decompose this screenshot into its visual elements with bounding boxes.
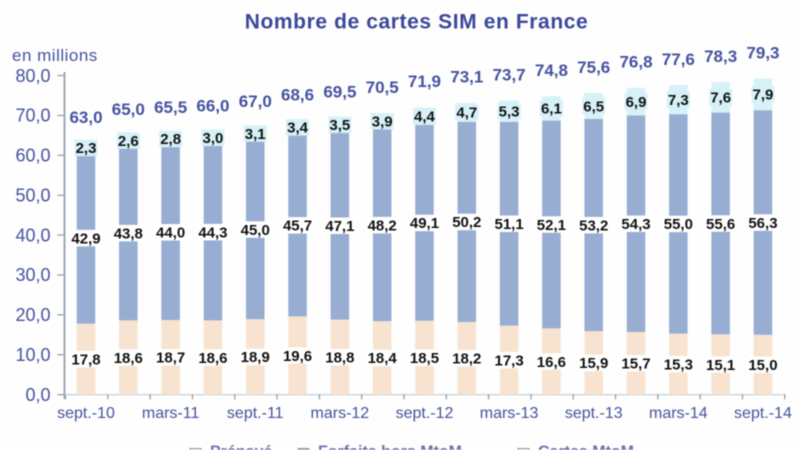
svg-text:51,1: 51,1 (494, 216, 523, 233)
svg-text:42,9: 42,9 (71, 230, 100, 247)
svg-text:15,9: 15,9 (579, 355, 608, 372)
svg-text:44,3: 44,3 (198, 224, 227, 241)
svg-text:Cartes MtoM: Cartes MtoM (538, 444, 634, 450)
svg-text:67,0: 67,0 (239, 92, 272, 111)
svg-text:7,9: 7,9 (753, 87, 774, 104)
svg-text:77,6: 77,6 (662, 50, 695, 69)
svg-text:17,3: 17,3 (494, 352, 523, 369)
svg-text:56,3: 56,3 (748, 215, 777, 232)
svg-text:3,9: 3,9 (372, 113, 393, 130)
svg-text:78,3: 78,3 (704, 47, 737, 66)
svg-text:18,8: 18,8 (325, 349, 354, 366)
svg-text:15,3: 15,3 (664, 356, 693, 373)
svg-text:2,8: 2,8 (160, 131, 181, 148)
svg-text:65,0: 65,0 (112, 100, 145, 119)
svg-text:mars-12: mars-12 (311, 405, 370, 422)
svg-text:10,0: 10,0 (15, 345, 50, 365)
svg-text:Prépayé: Prépayé (210, 444, 272, 450)
svg-text:en millions: en millions (12, 46, 98, 65)
svg-text:mars-11: mars-11 (142, 405, 200, 422)
svg-text:Nombre de cartes SIM en France: Nombre de cartes SIM en France (245, 11, 589, 34)
svg-text:18,6: 18,6 (198, 350, 227, 367)
svg-text:55,6: 55,6 (706, 216, 735, 233)
svg-text:66,0: 66,0 (196, 96, 229, 115)
svg-text:40,0: 40,0 (15, 225, 50, 245)
svg-text:60,0: 60,0 (15, 146, 50, 166)
svg-text:6,1: 6,1 (541, 101, 562, 118)
svg-text:5,3: 5,3 (499, 104, 520, 121)
svg-text:16,6: 16,6 (537, 354, 566, 371)
svg-text:3,4: 3,4 (287, 120, 309, 137)
svg-text:55,0: 55,0 (664, 216, 693, 233)
svg-text:63,0: 63,0 (69, 108, 102, 127)
svg-text:30,0: 30,0 (15, 265, 50, 285)
svg-text:15,7: 15,7 (621, 356, 650, 373)
svg-text:3,1: 3,1 (245, 126, 266, 143)
svg-text:18,9: 18,9 (241, 349, 270, 366)
svg-text:4,4: 4,4 (414, 108, 436, 125)
svg-text:2,6: 2,6 (118, 133, 139, 150)
svg-text:18,2: 18,2 (452, 351, 481, 368)
svg-text:Forfaits hors MtoM: Forfaits hors MtoM (318, 444, 462, 450)
svg-text:sept.-10: sept.-10 (57, 405, 115, 422)
svg-text:0,0: 0,0 (25, 385, 50, 405)
svg-text:18,5: 18,5 (410, 350, 439, 367)
svg-text:7,6: 7,6 (710, 90, 731, 107)
svg-text:15,0: 15,0 (748, 357, 777, 374)
svg-text:sept.-14: sept.-14 (734, 405, 792, 422)
svg-text:48,2: 48,2 (368, 217, 397, 234)
svg-text:74,8: 74,8 (535, 61, 568, 80)
svg-text:sept.-13: sept.-13 (565, 405, 623, 422)
svg-text:18,6: 18,6 (114, 350, 143, 367)
svg-text:6,5: 6,5 (583, 98, 604, 115)
svg-text:80,0: 80,0 (15, 66, 50, 86)
svg-text:76,8: 76,8 (619, 53, 652, 72)
svg-text:65,5: 65,5 (154, 98, 187, 117)
svg-text:sept.-12: sept.-12 (396, 405, 454, 422)
svg-text:47,1: 47,1 (325, 218, 354, 235)
svg-text:71,9: 71,9 (408, 72, 441, 91)
svg-text:45,0: 45,0 (241, 222, 270, 239)
svg-text:18,4: 18,4 (368, 350, 398, 367)
svg-text:53,2: 53,2 (579, 217, 608, 234)
svg-text:17,8: 17,8 (71, 351, 100, 368)
svg-text:50,0: 50,0 (15, 186, 50, 206)
svg-text:sept.-11: sept.-11 (227, 405, 284, 422)
svg-text:68,6: 68,6 (281, 85, 314, 104)
svg-text:50,2: 50,2 (452, 214, 481, 231)
svg-text:75,6: 75,6 (577, 58, 610, 77)
svg-text:20,0: 20,0 (15, 305, 50, 325)
svg-text:15,1: 15,1 (706, 357, 735, 374)
svg-text:70,5: 70,5 (366, 78, 399, 97)
svg-text:54,3: 54,3 (621, 216, 650, 233)
svg-text:44,0: 44,0 (156, 225, 185, 242)
svg-text:73,1: 73,1 (450, 68, 483, 87)
svg-text:52,1: 52,1 (537, 217, 566, 234)
svg-text:49,1: 49,1 (410, 215, 439, 232)
svg-text:3,5: 3,5 (329, 117, 350, 134)
svg-text:70,0: 70,0 (15, 106, 50, 126)
svg-text:18,7: 18,7 (156, 350, 185, 367)
svg-text:45,7: 45,7 (283, 218, 312, 235)
svg-text:69,5: 69,5 (323, 82, 356, 101)
svg-text:7,3: 7,3 (668, 92, 689, 109)
svg-text:6,9: 6,9 (626, 94, 647, 111)
svg-text:79,3: 79,3 (746, 43, 779, 62)
svg-text:4,7: 4,7 (456, 105, 477, 122)
svg-text:3,0: 3,0 (203, 130, 224, 147)
svg-text:mars-14: mars-14 (649, 405, 708, 422)
svg-text:mars-13: mars-13 (480, 405, 539, 422)
svg-text:73,7: 73,7 (493, 65, 526, 84)
svg-text:19,6: 19,6 (283, 348, 312, 365)
svg-text:2,3: 2,3 (76, 140, 97, 157)
svg-text:43,8: 43,8 (114, 225, 143, 242)
